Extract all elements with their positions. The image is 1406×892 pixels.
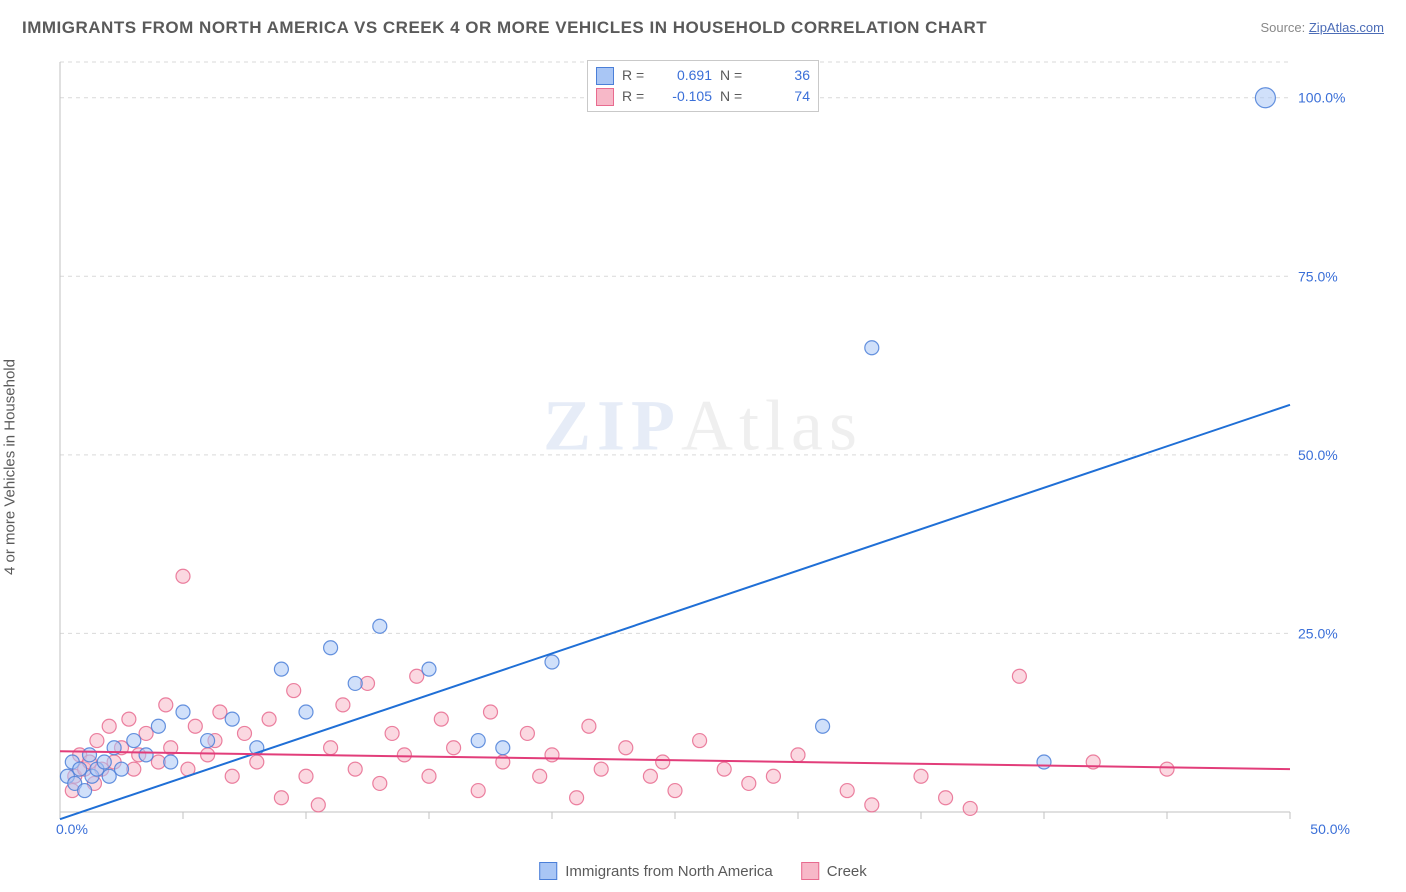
source-attribution: Source: ZipAtlas.com: [1260, 20, 1384, 35]
chart-title: IMMIGRANTS FROM NORTH AMERICA VS CREEK 4…: [22, 18, 987, 38]
legend-item-0: Immigrants from North America: [539, 862, 773, 880]
legend-row-series-1: R = -0.105 N = 74: [596, 86, 810, 107]
legend-n-value-0: 36: [756, 65, 810, 86]
legend-bottom-label-1: Creek: [827, 863, 867, 880]
scatter-chart-svg: 25.0% 50.0% 75.0% 100.0% 0.0% 50.0%: [20, 54, 1360, 854]
legend-bottom-swatch-1: [801, 862, 819, 880]
legend-n-label: N =: [720, 65, 748, 86]
legend-bottom-swatch-0: [539, 862, 557, 880]
series-legend: Immigrants from North America Creek: [539, 862, 867, 880]
legend-n-label: N =: [720, 86, 748, 107]
legend-r-value-1: -0.105: [658, 86, 712, 107]
legend-item-1: Creek: [801, 862, 867, 880]
svg-text:50.0%: 50.0%: [1310, 821, 1350, 837]
svg-text:25.0%: 25.0%: [1298, 625, 1338, 641]
legend-n-value-1: 74: [756, 86, 810, 107]
legend-r-value-0: 0.691: [658, 65, 712, 86]
legend-swatch-1: [596, 88, 614, 106]
source-prefix: Source:: [1260, 20, 1308, 35]
y-axis-label: 4 or more Vehicles in Household: [2, 359, 19, 575]
legend-r-label: R =: [622, 86, 650, 107]
svg-text:50.0%: 50.0%: [1298, 447, 1338, 463]
chart-container: 4 or more Vehicles in Household 25.0%50.…: [20, 54, 1386, 880]
svg-text:0.0%: 0.0%: [56, 821, 88, 837]
svg-text:100.0%: 100.0%: [1298, 90, 1345, 106]
svg-text:75.0%: 75.0%: [1298, 268, 1338, 284]
correlation-legend: R = 0.691 N = 36 R = -0.105 N = 74: [587, 60, 819, 112]
legend-bottom-label-0: Immigrants from North America: [565, 863, 773, 880]
legend-r-label: R =: [622, 65, 650, 86]
legend-row-series-0: R = 0.691 N = 36: [596, 65, 810, 86]
legend-swatch-0: [596, 67, 614, 85]
source-link[interactable]: ZipAtlas.com: [1309, 20, 1384, 35]
